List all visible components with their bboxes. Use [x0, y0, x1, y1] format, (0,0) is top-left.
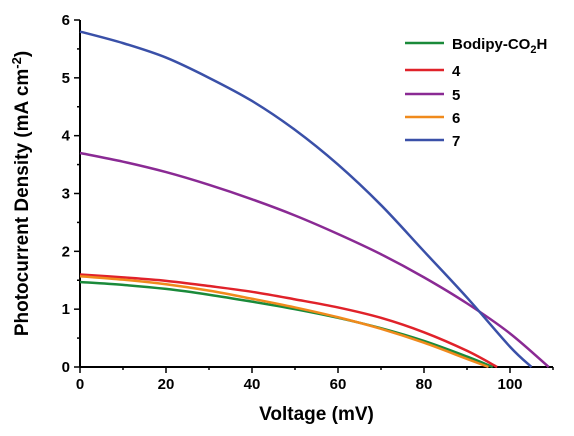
series-line-1 — [79, 273, 498, 369]
x-tick-label: 20 — [158, 376, 175, 393]
y-tick-label: 1 — [62, 301, 70, 318]
series-line-2 — [79, 151, 550, 368]
y-tick-label: 0 — [62, 359, 70, 376]
legend-label-tail: H — [536, 36, 547, 53]
y-axis-title-superscript: -2 — [9, 57, 24, 69]
x-tick-label: 40 — [244, 376, 261, 393]
y-axis-title-close: ) — [12, 51, 33, 57]
y-ticks: 0 1 2 3 4 5 6 — [62, 12, 80, 376]
legend-label: 7 — [452, 133, 460, 150]
legend-item-bodipy: Bodipy-CO2H — [405, 36, 547, 56]
legend: Bodipy-CO2H 4 5 6 7 — [405, 36, 547, 150]
y-tick-label: 6 — [62, 12, 70, 29]
x-tick-label: 0 — [76, 376, 84, 393]
y-axis-title: Photocurrent Density (mA cm-2) — [9, 51, 33, 336]
x-tick-label: 60 — [330, 376, 347, 393]
legend-label: 6 — [452, 110, 460, 127]
y-tick-label: 5 — [62, 70, 70, 87]
legend-label-subscript: 2 — [530, 44, 536, 56]
y-tick-label: 4 — [62, 128, 71, 145]
series-line-4 — [79, 30, 533, 368]
series-lines — [79, 30, 550, 369]
legend-label: Bodipy-CO2H — [452, 36, 547, 56]
series-line-3 — [79, 274, 489, 369]
x-axis-title: Voltage (mV) — [259, 404, 374, 425]
y-tick-label: 2 — [62, 243, 70, 260]
y-axis-title-main: Photocurrent Density (mA cm — [12, 69, 33, 336]
legend-label: 5 — [452, 87, 460, 104]
plot-area: 0 20 40 60 80 100 0 1 2 3 4 5 6 — [62, 12, 554, 393]
legend-label-main: Bodipy-CO — [452, 36, 531, 53]
legend-item-7: 7 — [405, 133, 460, 150]
x-tick-label: 80 — [416, 376, 433, 393]
y-tick-label: 3 — [62, 186, 70, 203]
series-line-0 — [79, 280, 494, 369]
x-ticks: 0 20 40 60 80 100 — [76, 367, 554, 393]
legend-item-5: 5 — [405, 87, 460, 104]
legend-item-4: 4 — [405, 63, 461, 80]
legend-item-6: 6 — [405, 110, 460, 127]
x-tick-label: 100 — [497, 376, 522, 393]
legend-label: 4 — [452, 63, 461, 80]
